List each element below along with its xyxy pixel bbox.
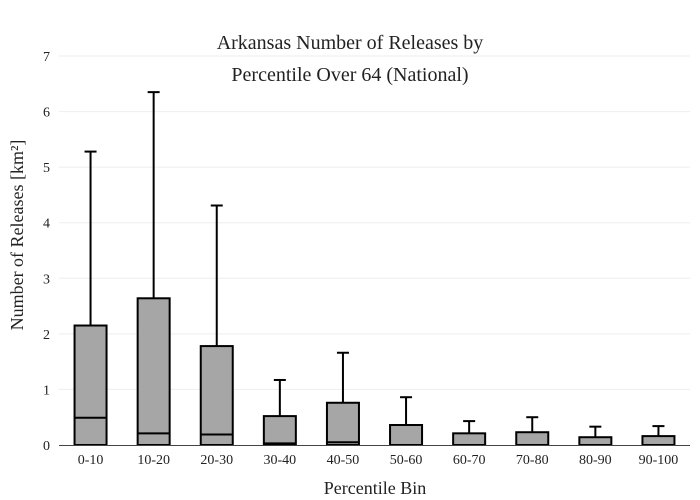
y-tick-label: 6 — [43, 106, 50, 121]
box-20-30 — [199, 204, 234, 446]
y-tick-label: 0 — [43, 439, 50, 454]
iqr-box — [325, 401, 360, 447]
x-tick-label: 90-100 — [639, 453, 679, 468]
x-tick-label: 80-90 — [579, 453, 612, 468]
x-tick-label: 60-70 — [453, 453, 486, 468]
x-tick-label: 70-80 — [516, 453, 549, 468]
iqr-box — [452, 432, 487, 446]
box-70-80 — [515, 416, 550, 446]
y-tick-labels: 0 1 2 3 4 5 6 7 — [43, 50, 50, 454]
y-tick-label: 2 — [43, 328, 50, 343]
x-tick-label: 40-50 — [327, 453, 360, 468]
x-tick-label: 0-10 — [78, 453, 104, 468]
iqr-box — [641, 435, 676, 447]
chart-title-line-1: Arkansas Number of Releases by — [217, 32, 484, 54]
y-axis-title: Number of Releases [km²] — [7, 140, 27, 331]
box-series — [73, 91, 676, 447]
iqr-box — [136, 297, 171, 447]
y-tick-label: 5 — [43, 161, 50, 176]
iqr-box — [73, 324, 108, 446]
y-tick-label: 3 — [43, 272, 50, 287]
box-60-70 — [452, 420, 487, 446]
chart-title-line-2: Percentile Over 64 (National) — [231, 64, 468, 86]
box-90-100 — [641, 425, 676, 447]
x-tick-label: 10-20 — [137, 453, 170, 468]
box-30-40 — [262, 378, 297, 446]
x-axis-title: Percentile Bin — [324, 478, 426, 498]
iqr-box — [578, 436, 613, 447]
box-80-90 — [578, 425, 613, 447]
iqr-box — [515, 431, 550, 446]
box-50-60 — [389, 396, 424, 447]
x-tick-label: 20-30 — [200, 453, 233, 468]
y-tick-label: 7 — [43, 50, 50, 65]
y-tick-label: 1 — [43, 383, 50, 398]
y-tick-label: 4 — [43, 217, 50, 232]
iqr-box — [389, 423, 424, 447]
iqr-box — [262, 415, 297, 446]
box-40-50 — [325, 351, 360, 447]
box-0-10 — [73, 150, 108, 446]
x-tick-label: 50-60 — [390, 453, 423, 468]
iqr-box — [199, 345, 234, 446]
x-tick-label: 30-40 — [264, 453, 297, 468]
box-10-20 — [136, 91, 171, 447]
x-tick-labels: 0-10 10-20 20-30 30-40 40-50 50-60 60-70 70-80 8… — [78, 453, 679, 468]
